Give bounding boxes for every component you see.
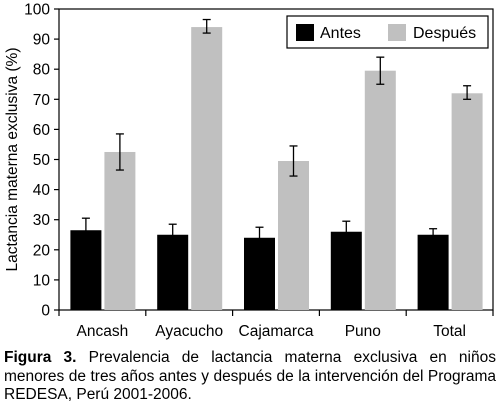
y-tick-label: 40: [33, 182, 51, 199]
y-tick-label: 50: [33, 152, 51, 169]
y-tick-label: 0: [41, 303, 50, 320]
legend-label-0: Antes: [320, 25, 361, 42]
bar-antes-ancash: [70, 230, 102, 310]
y-axis-label: Lactancia materna exclusiva (%): [4, 48, 21, 272]
x-tick-label: Ancash: [77, 323, 129, 340]
bar-antes-total: [417, 234, 449, 310]
legend-swatch-1: [388, 24, 406, 41]
caption-label: Figura 3.: [4, 349, 77, 366]
legend-label-1: Después: [413, 25, 476, 42]
bar-antes-ayacucho: [157, 234, 189, 310]
caption-text: Prevalencia de lactancia materna exclusi…: [4, 349, 496, 403]
x-tick-label: Ayacucho: [155, 323, 223, 340]
y-tick-label: 60: [33, 122, 51, 139]
bar-despus-ancash: [104, 151, 136, 310]
bar-despus-total: [451, 93, 483, 310]
x-tick-label: Cajamarca: [239, 323, 314, 340]
y-tick-label: 90: [33, 32, 51, 49]
bar-despus-ayacucho: [191, 27, 223, 311]
y-tick-label: 30: [33, 212, 51, 229]
y-tick-label: 70: [33, 92, 51, 109]
bar-despus-puno: [364, 70, 396, 310]
bar-antes-cajamarca: [244, 237, 275, 310]
legend-swatch-0: [296, 24, 314, 41]
x-tick-label: Puno: [345, 323, 381, 340]
legend-box: [286, 15, 489, 49]
bar-chart: 0 10 20 30 40 50 60 70 80 90 100 Lactancia materna …: [4, 2, 494, 340]
bar-despus-cajamarca: [278, 161, 309, 310]
bar-antes-puno: [330, 231, 362, 310]
y-tick-label: 100: [24, 2, 50, 19]
y-tick-label: 20: [33, 242, 51, 259]
figure-caption: Figura 3. Prevalencia de lactancia mater…: [4, 349, 496, 405]
x-tick-label: Total: [433, 323, 466, 340]
y-tick-label: 10: [33, 272, 51, 289]
y-tick-label: 80: [33, 62, 51, 79]
